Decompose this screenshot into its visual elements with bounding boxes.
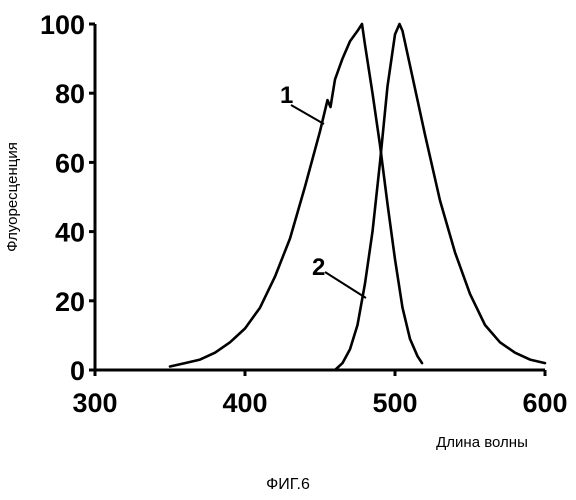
y-tick-label: 20 bbox=[55, 287, 85, 317]
y-tick-label: 40 bbox=[55, 218, 85, 248]
x-tick-label: 400 bbox=[222, 388, 267, 418]
y-tick-label: 100 bbox=[40, 10, 85, 40]
y-tick-label: 0 bbox=[70, 356, 85, 386]
callout-label-1: 1 bbox=[280, 82, 293, 109]
series-line-2 bbox=[335, 24, 545, 370]
y-axis-label: Флуоресценция bbox=[4, 142, 21, 252]
y-tick-label: 80 bbox=[55, 79, 85, 109]
callout-leader-2 bbox=[325, 272, 366, 298]
figure-caption: ФИГ.6 bbox=[0, 476, 576, 494]
chart-axes bbox=[95, 24, 545, 370]
y-tick-label: 60 bbox=[55, 148, 85, 178]
callout-label-2: 2 bbox=[312, 254, 325, 281]
x-tick-label: 300 bbox=[72, 388, 117, 418]
x-axis-label: Длина волны bbox=[436, 434, 528, 451]
series-line-1 bbox=[170, 24, 422, 367]
callout-leader-1 bbox=[291, 105, 324, 124]
x-tick-label: 500 bbox=[372, 388, 417, 418]
x-tick-label: 600 bbox=[522, 388, 567, 418]
chart-series bbox=[170, 24, 545, 370]
chart-ticks: 300 400 500 600 0 20 40 60 80 100 bbox=[40, 10, 568, 418]
